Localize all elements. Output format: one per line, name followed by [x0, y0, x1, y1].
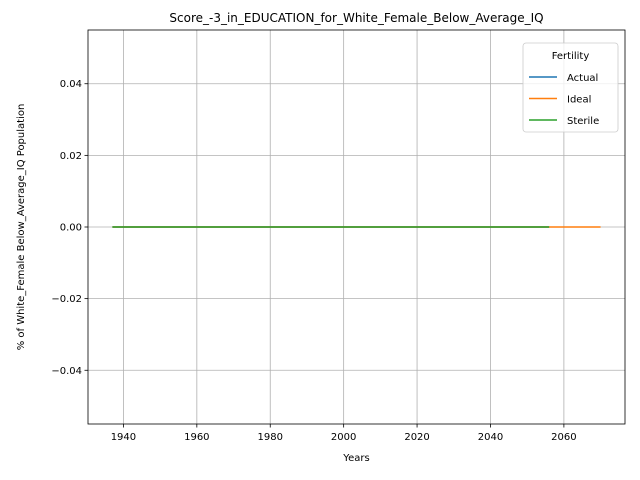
x-tick-label: 1940 [111, 432, 136, 443]
y-tick-label: −0.04 [51, 366, 82, 377]
legend-box [522, 42, 619, 133]
x-tick-label: 2020 [404, 432, 429, 443]
legend-label-ideal: Ideal [567, 95, 591, 106]
legend-label-actual: Actual [567, 73, 598, 84]
chart-title: Score_-3_in_EDUCATION_for_White_Female_B… [169, 11, 543, 25]
legend: Fertility Actual Ideal Sterile [522, 42, 619, 133]
y-axis-ticks: −0.04 −0.02 0.00 0.02 0.04 [51, 79, 88, 377]
y-tick-label: −0.02 [51, 294, 82, 305]
x-tick-label: 1960 [184, 432, 209, 443]
x-tick-label: 2060 [551, 432, 576, 443]
x-axis-ticks: 1940 1960 1980 2000 2020 2040 2060 [111, 424, 577, 443]
x-axis-label: Years [342, 453, 369, 464]
y-tick-label: 0.02 [60, 151, 82, 162]
legend-title: Fertility [552, 51, 590, 62]
legend-label-sterile: Sterile [567, 116, 599, 127]
x-tick-label: 1980 [258, 432, 283, 443]
x-tick-label: 2000 [331, 432, 356, 443]
y-axis-label: % of White_Female Below_Average_IQ Popul… [16, 104, 27, 351]
y-tick-label: 0.04 [60, 79, 82, 90]
y-tick-label: 0.00 [60, 223, 82, 234]
x-tick-label: 2040 [478, 432, 503, 443]
